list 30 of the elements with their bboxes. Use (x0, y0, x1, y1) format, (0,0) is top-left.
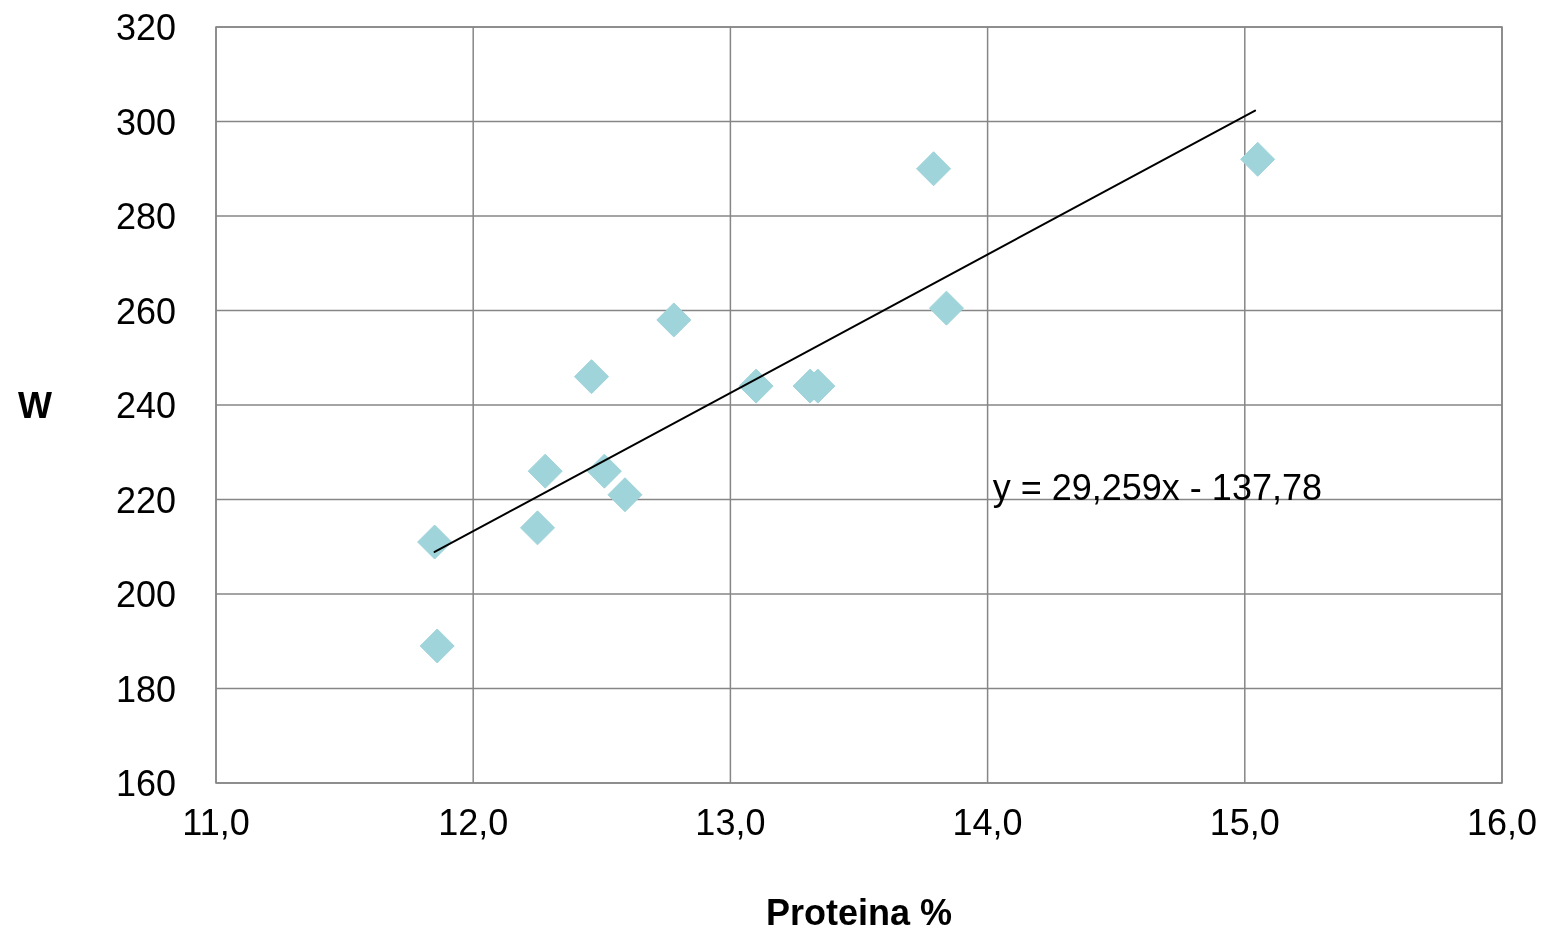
y-tick-label: 200 (115, 574, 176, 615)
x-tick-label: 11,0 (182, 802, 250, 843)
point (1240, 141, 1276, 177)
y-tick-label: 160 (115, 763, 176, 804)
y-tick-label: 240 (115, 385, 176, 426)
x-tick-label: 13,0 (695, 802, 766, 843)
annotation: y = 29,259x - 137,78 (992, 466, 1322, 508)
point (417, 524, 453, 560)
point (928, 290, 964, 326)
y-tick-label: 300 (115, 101, 176, 143)
point (520, 510, 555, 546)
y-tick-label: 180 (115, 668, 176, 710)
point (419, 628, 455, 664)
y-tick-label: 260 (115, 290, 176, 332)
x-tick-label: 12,0 (438, 802, 509, 843)
y-axis-title: W (18, 385, 53, 426)
x-axis-title: Proteina % (765, 892, 953, 932)
point (607, 477, 643, 513)
point (586, 453, 622, 489)
x-tick-label: 14,0 (952, 802, 1023, 843)
x-tick-label: 15,0 (1209, 802, 1280, 843)
y-tick-label: 220 (115, 479, 176, 521)
point (574, 359, 610, 395)
point (527, 453, 563, 489)
y-tick-label: 320 (115, 7, 176, 48)
x-tick-label: 16,0 (1466, 802, 1538, 843)
point (916, 151, 952, 187)
point (738, 368, 774, 404)
y-tick-label: 280 (115, 196, 176, 237)
point (656, 302, 692, 338)
